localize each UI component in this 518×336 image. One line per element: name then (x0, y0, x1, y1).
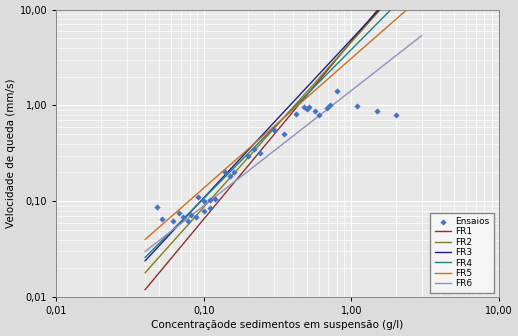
Legend: Ensaios, FR1, FR2, FR3, FR4, FR5, FR6: Ensaios, FR1, FR2, FR3, FR4, FR5, FR6 (430, 213, 494, 293)
FR6 (142, 249, 148, 253)
Ensaios (206, 205, 214, 211)
Ensaios (199, 208, 208, 213)
FR1 (193, 226, 199, 230)
FR4 (215, 181, 222, 185)
Ensaios (305, 104, 313, 110)
FR1 (142, 288, 148, 292)
FR5 (405, 7, 411, 11)
FR2 (142, 271, 148, 275)
FR4 (193, 204, 199, 208)
Ensaios (184, 219, 192, 224)
FR5 (193, 193, 199, 197)
FR5 (215, 173, 222, 177)
FR5 (159, 223, 165, 227)
Ensaios (322, 106, 330, 111)
Line: FR1: FR1 (145, 0, 422, 290)
Line: FR4: FR4 (145, 0, 422, 257)
FR2 (215, 188, 222, 193)
FR2 (193, 213, 199, 217)
FR1 (153, 274, 160, 278)
Ensaios (392, 112, 400, 118)
FR1 (215, 199, 222, 203)
Line: FR3: FR3 (145, 0, 422, 261)
FR5 (153, 228, 160, 232)
Ensaios (292, 111, 300, 116)
Ensaios (280, 132, 288, 137)
Ensaios (326, 103, 334, 108)
Ensaios (230, 170, 238, 175)
Ensaios (179, 215, 187, 220)
Ensaios (206, 198, 214, 203)
Ensaios (300, 104, 308, 110)
Line: FR5: FR5 (145, 0, 422, 240)
Ensaios (226, 173, 234, 178)
Ensaios (199, 199, 208, 204)
Ensaios (192, 214, 200, 219)
Y-axis label: Velocidade de queda (mm/s): Velocidade de queda (mm/s) (6, 79, 16, 228)
Ensaios (169, 218, 177, 223)
FR4 (142, 255, 148, 259)
FR6 (153, 241, 160, 245)
Ensaios (194, 195, 203, 200)
Ensaios (221, 170, 229, 175)
Ensaios (311, 108, 320, 114)
FR4 (159, 239, 165, 243)
FR1 (159, 267, 165, 271)
FR3 (142, 259, 148, 263)
X-axis label: Concentraçãode sedimentos em suspensão (g/l): Concentraçãode sedimentos em suspensão (… (151, 321, 404, 330)
FR2 (153, 258, 160, 262)
Ensaios (175, 211, 183, 216)
FR6 (419, 34, 425, 38)
Ensaios (153, 204, 161, 209)
Ensaios (353, 103, 362, 109)
FR3 (159, 241, 165, 245)
Ensaios (250, 146, 258, 152)
FR3 (153, 247, 160, 251)
Ensaios (244, 153, 252, 158)
Ensaios (333, 88, 341, 93)
Ensaios (373, 109, 381, 114)
FR4 (153, 244, 160, 248)
FR6 (405, 45, 411, 49)
FR6 (395, 52, 401, 56)
Line: FR2: FR2 (145, 0, 422, 273)
FR5 (142, 238, 148, 242)
Ensaios (158, 217, 166, 222)
FR3 (215, 180, 222, 184)
Line: FR6: FR6 (145, 36, 422, 251)
FR6 (159, 237, 165, 241)
FR6 (193, 209, 199, 213)
Ensaios (256, 150, 264, 156)
FR5 (395, 15, 401, 19)
FR6 (215, 192, 222, 196)
Ensaios (314, 112, 323, 118)
FR4 (395, 1, 401, 5)
FR2 (159, 252, 165, 256)
Ensaios (303, 106, 311, 112)
Ensaios (187, 212, 195, 218)
FR3 (193, 204, 199, 208)
Ensaios (270, 128, 278, 133)
Ensaios (211, 197, 220, 202)
